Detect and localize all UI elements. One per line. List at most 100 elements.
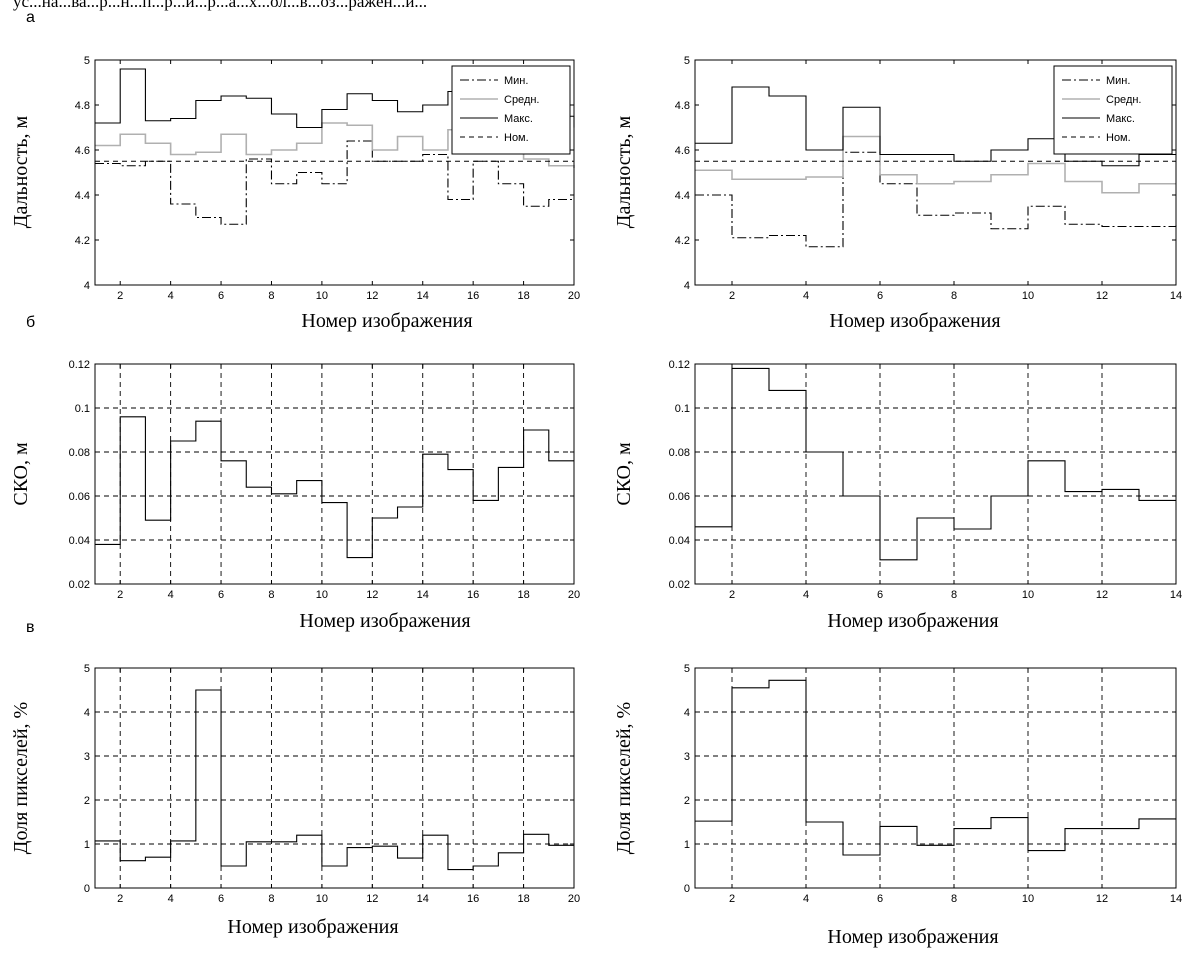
y-tick-label: 0.08: [669, 447, 690, 459]
y-tick-label: 4.6: [75, 145, 90, 157]
panel-letter-b: б: [26, 314, 35, 331]
y-tick-label: 0.1: [675, 403, 690, 415]
y-tick-label: 4: [84, 280, 90, 292]
x-tick-label: 4: [803, 893, 809, 905]
y-tick-label: 0: [684, 883, 690, 895]
x-axis-title: Номер изображения: [227, 916, 398, 938]
x-tick-label: 6: [218, 893, 224, 905]
y-tick-label: 3: [84, 751, 90, 763]
y-tick-label: 0.04: [69, 535, 90, 547]
y-tick-label: 3: [684, 751, 690, 763]
series-line-mean: [695, 135, 1176, 194]
caption-fragment: ус...на...ва...р...н...п...р...и...р...а…: [13, 0, 428, 11]
y-tick-label: 4: [684, 280, 690, 292]
x-tick-label: 8: [268, 290, 274, 302]
x-tick-label: 18: [517, 290, 529, 302]
x-tick-label: 12: [366, 893, 378, 905]
x-tick-label: 8: [951, 589, 957, 601]
panel-letter-a: а: [26, 9, 35, 26]
x-tick-label: 14: [1170, 290, 1182, 302]
x-tick-label: 8: [951, 893, 957, 905]
y-tick-label: 0.02: [669, 579, 690, 591]
legend-box: [451, 65, 571, 155]
x-tick-label: 4: [168, 589, 174, 601]
x-tick-label: 4: [803, 290, 809, 302]
legend-box: [1053, 65, 1173, 155]
axes-box: [694, 363, 1177, 585]
y-tick-label: 4.2: [75, 235, 90, 247]
x-tick-label: 14: [417, 893, 429, 905]
chart-a-left: 2 4 6 8 10 12 14 16 18 20 4 4.2 4.4 4.6 4.8 5 Номер изоб…: [10, 55, 580, 332]
y-tick-label: 5: [684, 55, 690, 67]
series-line: [95, 416, 574, 559]
x-tick-label: 12: [366, 290, 378, 302]
x-tick-label: 4: [803, 589, 809, 601]
y-tick-label: 2: [684, 795, 690, 807]
x-tick-label: 16: [467, 893, 479, 905]
x-tick-label: 8: [268, 589, 274, 601]
y-tick-label: 1: [684, 839, 690, 851]
x-axis-title: Номер изображения: [299, 610, 470, 632]
y-tick-label: 2: [84, 795, 90, 807]
legend: Мин. Средн. Макс. Ном.: [451, 65, 571, 155]
x-tick-label: 8: [951, 290, 957, 302]
y-axis-title: Доля пикселей, %: [613, 702, 635, 854]
y-tick-label: 0.1: [75, 403, 90, 415]
chart-a-right: 2 4 6 8 10 12 14 4 4.2 4.4 4.6 4.8 5 Номер изображени…: [613, 55, 1182, 332]
x-tick-label: 4: [168, 893, 174, 905]
panel-letter-c: в: [26, 619, 35, 636]
y-tick-label: 4.8: [675, 100, 690, 112]
y-tick-label: 0.08: [69, 447, 90, 459]
x-tick-label: 14: [1170, 893, 1182, 905]
x-tick-label: 16: [467, 589, 479, 601]
x-tick-label: 10: [1022, 290, 1034, 302]
axes-box: [694, 667, 1177, 889]
x-tick-label: 12: [1096, 290, 1108, 302]
y-tick-label: 4: [84, 707, 90, 719]
y-tick-label: 4.4: [675, 190, 690, 202]
axes-box: [694, 59, 1177, 286]
x-tick-label: 12: [1096, 893, 1108, 905]
y-tick-label: 4.8: [75, 100, 90, 112]
x-tick-label: 10: [1022, 893, 1034, 905]
series-line-min: [95, 140, 574, 225]
x-tick-label: 2: [117, 893, 123, 905]
axes-box: [94, 363, 575, 585]
x-tick-label: 2: [117, 589, 123, 601]
x-tick-label: 10: [1022, 589, 1034, 601]
y-axis-title: Дальность, м: [613, 115, 635, 228]
chart-b-left: 2 4 6 8 10 12 14 16 18 20 0.02 0.04 0.06 0.08 0.1 0.12 Н…: [10, 359, 580, 632]
y-tick-label: 4.6: [675, 145, 690, 157]
x-tick-label: 6: [218, 290, 224, 302]
y-axis-title: Доля пикселей, %: [10, 702, 32, 854]
x-tick-label: 12: [1096, 589, 1108, 601]
y-tick-label: 1: [84, 839, 90, 851]
x-tick-label: 6: [877, 893, 883, 905]
axes-box: [94, 667, 575, 889]
x-tick-label: 6: [877, 290, 883, 302]
x-tick-label: 2: [117, 290, 123, 302]
x-tick-label: 6: [218, 589, 224, 601]
series-line: [695, 367, 1176, 561]
legend-label: Мин.: [504, 75, 528, 87]
y-tick-label: 5: [684, 663, 690, 675]
y-axis-title: СКО, м: [10, 442, 32, 506]
x-tick-label: 10: [316, 290, 328, 302]
x-tick-label: 10: [316, 589, 328, 601]
legend-label: Мин.: [1106, 75, 1130, 87]
series-line-min: [695, 151, 1177, 248]
y-tick-label: 0.04: [669, 535, 690, 547]
legend-label: Ном.: [504, 132, 529, 144]
x-tick-label: 10: [316, 893, 328, 905]
y-tick-label: 4: [684, 707, 690, 719]
x-tick-label: 14: [417, 290, 429, 302]
x-tick-label: 14: [1170, 589, 1182, 601]
x-tick-label: 6: [877, 589, 883, 601]
legend-label: Средн.: [504, 94, 540, 106]
x-tick-label: 16: [467, 290, 479, 302]
x-tick-label: 20: [568, 589, 580, 601]
x-tick-label: 18: [517, 589, 529, 601]
